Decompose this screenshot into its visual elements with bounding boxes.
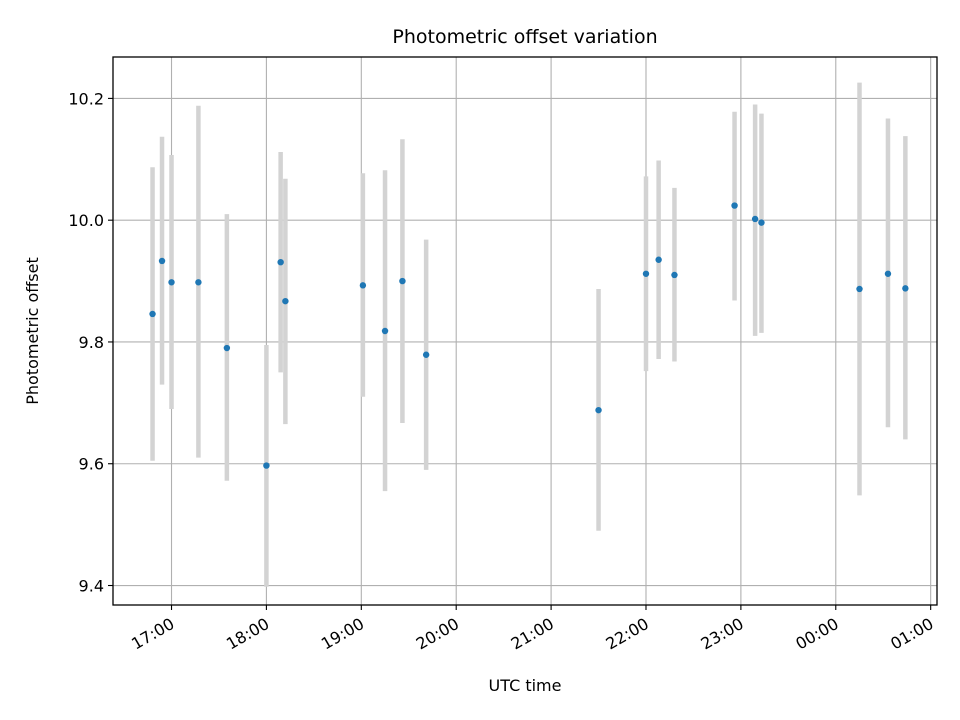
data-point (277, 258, 284, 266)
x-tick-label: 00:00 (792, 614, 841, 654)
x-tick-label: 01:00 (887, 614, 936, 654)
x-tick-label: 20:00 (413, 614, 462, 654)
y-tick-label: 9.4 (79, 577, 104, 596)
x-tick-label: 21:00 (508, 614, 557, 654)
data-point (595, 406, 602, 414)
data-point (856, 285, 863, 293)
y-tick-label: 9.6 (79, 455, 104, 474)
data-point (195, 279, 202, 286)
x-tick-label: 22:00 (603, 614, 652, 654)
data-point (884, 270, 892, 277)
data-point (655, 256, 662, 263)
x-tick-label: 23:00 (697, 614, 746, 654)
y-ticks: 9.4 9.6 9.8 10.0 10.2 (68, 89, 113, 596)
data-markers (149, 202, 909, 469)
grid-lines (113, 57, 937, 605)
data-point (758, 219, 765, 226)
data-point (671, 271, 678, 279)
data-point (642, 270, 650, 277)
data-point (158, 257, 166, 265)
data-point (149, 310, 156, 318)
y-tick-label: 9.8 (79, 333, 104, 352)
y-tick-label: 10.2 (68, 89, 104, 108)
x-tick-label: 18:00 (223, 614, 272, 654)
plot-frame (112, 56, 938, 606)
data-point (731, 202, 738, 209)
data-point (381, 327, 389, 335)
data-point (422, 351, 430, 358)
data-point (399, 277, 406, 285)
x-axis-label: UTC time (489, 676, 562, 695)
data-point (282, 297, 289, 305)
data-point (359, 282, 367, 289)
data-point (751, 215, 759, 223)
y-tick-label: 10.0 (68, 211, 104, 230)
data-point (902, 285, 909, 292)
y-axis-label: Photometric offset (23, 257, 42, 405)
x-tick-label: 19:00 (318, 614, 367, 654)
error-bars (150, 82, 908, 587)
data-point (263, 462, 270, 469)
x-tick-label: 17:00 (128, 614, 177, 654)
data-point (168, 279, 175, 286)
data-point (223, 344, 231, 352)
x-ticks: 17:00 18:00 19:00 20:00 21:00 22:00 23:00 00:00… (128, 605, 937, 654)
chart-title: Photometric offset variation (392, 26, 657, 48)
